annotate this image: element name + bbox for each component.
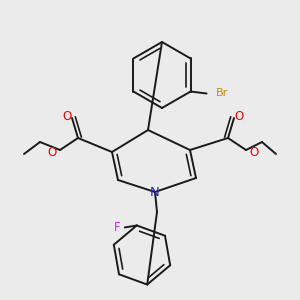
Text: O: O (234, 110, 244, 124)
Text: O: O (47, 146, 57, 158)
Text: F: F (113, 221, 120, 234)
Text: Br: Br (216, 88, 228, 98)
Text: O: O (62, 110, 72, 124)
Text: N: N (150, 185, 160, 199)
Text: O: O (249, 146, 259, 158)
